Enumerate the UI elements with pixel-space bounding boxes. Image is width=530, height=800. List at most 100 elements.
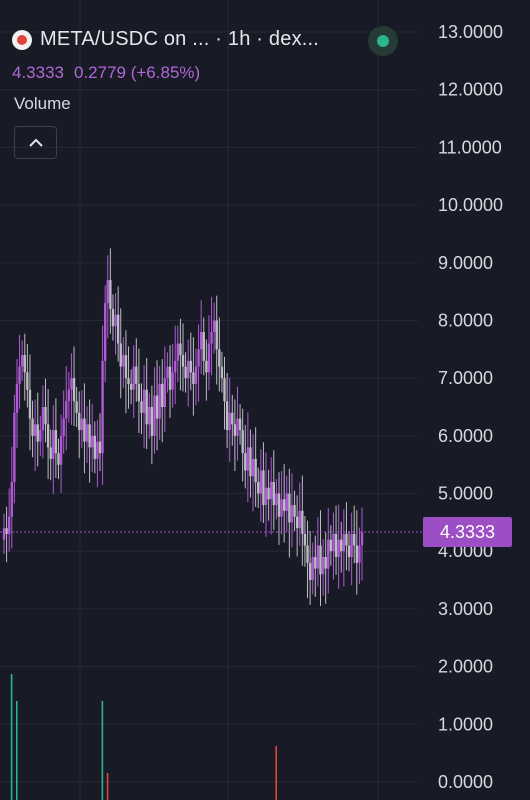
candle-body: [20, 355, 24, 367]
candle-body: [103, 303, 107, 361]
candle-body: [244, 453, 247, 471]
candle-body: [272, 482, 275, 506]
symbol-row[interactable]: META/USDC on ... · 1h · dex...: [12, 28, 319, 51]
candle-body: [184, 366, 187, 379]
candle-body: [308, 562, 312, 581]
candle-body: [337, 539, 340, 557]
candle-body: [116, 314, 120, 344]
candle-body: [15, 383, 19, 413]
candle-body: [142, 389, 146, 413]
candle-body: [176, 343, 180, 361]
candle-body: [340, 539, 343, 552]
candle-body: [194, 366, 198, 384]
volume-bar: [106, 773, 109, 800]
candle-body: [290, 505, 294, 523]
candle-body: [2, 528, 6, 540]
candle-body: [267, 487, 270, 500]
chart-grid: [0, 0, 418, 800]
chevron-up-icon: [28, 138, 43, 147]
candle-body: [96, 441, 99, 459]
live-status-dot-icon[interactable]: [368, 26, 398, 56]
candle-body: [301, 510, 304, 534]
candle-body: [13, 412, 16, 482]
candle-body: [153, 395, 156, 436]
candle-body: [150, 407, 154, 436]
candle-body: [189, 360, 192, 373]
candle-body: [106, 280, 109, 304]
candle-body: [140, 401, 143, 413]
candle-body: [324, 557, 327, 569]
candle-body: [202, 332, 205, 361]
candle-body: [70, 378, 73, 390]
candle-body: [288, 493, 291, 523]
candle-body: [316, 545, 320, 569]
y-tick-label: 7.0000: [438, 368, 493, 388]
candle-body: [127, 378, 130, 384]
candle-body: [264, 487, 268, 506]
candle-body: [44, 407, 47, 425]
candle-body: [314, 557, 317, 569]
candle-body: [212, 320, 216, 332]
candle-body: [223, 378, 226, 402]
candle-body: [88, 424, 91, 448]
candle-body: [114, 314, 117, 327]
candle-body: [197, 349, 200, 367]
y-tick-label: 12.0000: [438, 80, 503, 100]
candle-body: [52, 430, 55, 459]
candle-body: [259, 470, 263, 494]
candle-body: [311, 557, 314, 581]
volume-indicator-label[interactable]: Volume: [14, 94, 71, 113]
candle-body: [251, 458, 255, 477]
candle-body: [158, 383, 161, 419]
volume-bar: [15, 701, 18, 800]
candle-body: [332, 533, 335, 552]
candle-body: [85, 424, 89, 442]
candle-body: [215, 320, 218, 350]
y-tick-label: 11.0000: [438, 137, 502, 157]
y-tick-label: 6.0000: [438, 426, 493, 446]
y-tick-label: 0.0000: [438, 772, 493, 792]
volume-bar: [275, 746, 277, 800]
candle-body: [238, 418, 242, 431]
candle-body: [23, 355, 26, 373]
y-tick-label: 8.0000: [438, 310, 493, 330]
candle-body: [49, 447, 52, 459]
candle-body: [119, 343, 122, 367]
candle-body: [26, 372, 29, 390]
y-tick-label: 3.0000: [438, 599, 493, 619]
candle-body: [192, 372, 195, 384]
candle-body: [303, 533, 307, 546]
candle-body: [122, 355, 125, 367]
candle-body: [334, 533, 338, 557]
candle-body: [360, 532, 364, 546]
candle-body: [72, 378, 76, 402]
price-summary: 4.3333 0.2779 (+6.85%): [12, 63, 210, 83]
candle-body: [246, 447, 250, 471]
candle-body: [350, 533, 353, 557]
collapse-indicators-button[interactable]: [14, 126, 57, 159]
candle-body: [171, 372, 174, 390]
candle-body: [241, 430, 244, 454]
candle-body: [210, 332, 213, 344]
price-change: 0.2779 (+6.85%): [74, 63, 201, 82]
candle-body: [358, 545, 361, 563]
candle-body: [67, 389, 71, 402]
candle-body: [207, 343, 211, 373]
current-price-tag: 4.3333: [423, 517, 512, 547]
candle-body: [275, 493, 278, 506]
candle-body: [342, 533, 346, 552]
symbol-title[interactable]: META/USDC on ... · 1h · dex...: [40, 28, 320, 50]
candle-body: [155, 395, 159, 419]
candle-body: [109, 280, 112, 309]
candle-body: [228, 412, 231, 431]
candle-body: [327, 539, 330, 569]
candle-body: [57, 453, 60, 465]
y-tick-label: 5.0000: [438, 484, 493, 504]
volume-bar: [101, 701, 104, 800]
candle-body: [199, 332, 203, 350]
candle-body: [218, 349, 221, 367]
candle-body: [254, 458, 257, 482]
candle-body: [205, 360, 208, 373]
candle-body: [83, 418, 86, 442]
